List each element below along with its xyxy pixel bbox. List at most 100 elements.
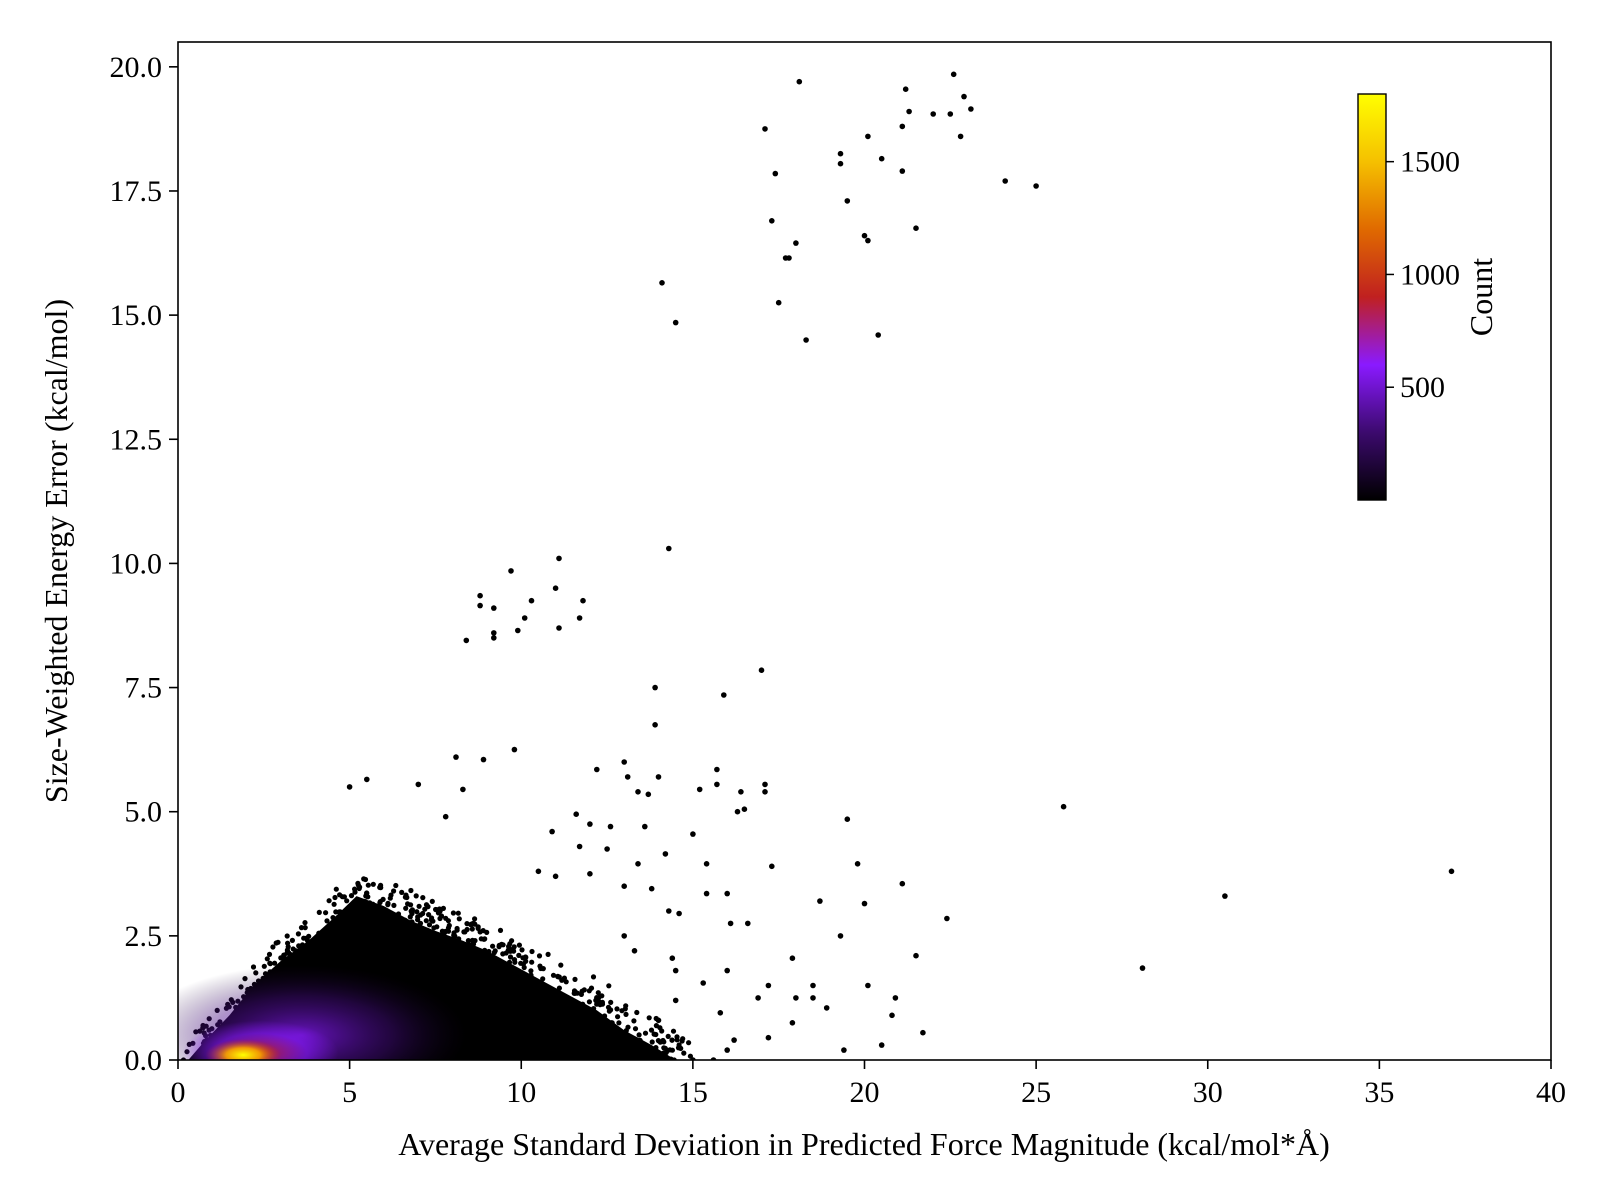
data-point (621, 759, 627, 765)
scatter-points (346, 71, 1455, 1060)
data-point (724, 890, 730, 897)
data-point (700, 980, 706, 986)
density-speck (590, 974, 597, 980)
data-point (364, 776, 370, 783)
data-point (604, 846, 610, 852)
density-speck (602, 1013, 608, 1019)
density-speck (302, 925, 308, 931)
data-point (865, 133, 871, 140)
density-speck (370, 881, 376, 887)
density-speck (536, 953, 543, 959)
data-point (844, 816, 851, 822)
data-point (460, 786, 466, 793)
data-point (837, 933, 844, 939)
density-speck (619, 1008, 625, 1014)
density-speck (561, 975, 568, 981)
data-point (769, 863, 775, 870)
density-speck (558, 994, 564, 1000)
density-speck (496, 944, 502, 950)
density-speck (326, 898, 332, 904)
data-point (745, 920, 751, 927)
data-point (645, 791, 652, 798)
density-speck (402, 917, 408, 923)
density-speck (540, 966, 546, 972)
density-speck (596, 994, 602, 1001)
density-speck (455, 910, 461, 916)
density-speck (387, 895, 393, 901)
y-axis: 0.0 2.5 5.0 7.5 10.0 12.5 15.0 17.5 20.0 (110, 51, 178, 1077)
density-speck (327, 931, 333, 937)
density-speck (273, 940, 279, 946)
data-point (837, 160, 844, 167)
density-speck (608, 999, 614, 1006)
density-speck (362, 899, 368, 905)
density-speck (469, 926, 475, 932)
density-speck (591, 1006, 597, 1012)
data-point (587, 821, 593, 827)
data-point (944, 915, 950, 922)
data-point (607, 823, 614, 830)
data-point (803, 337, 809, 343)
density-speck (657, 1025, 663, 1031)
density-speck (272, 960, 278, 966)
density-speck (648, 1027, 655, 1033)
data-point (899, 168, 906, 174)
density-speck (431, 925, 437, 931)
density-speck (333, 886, 339, 892)
data-point (796, 78, 803, 85)
density-speck (357, 884, 363, 890)
data-point (631, 948, 638, 954)
density-speck (264, 956, 270, 962)
y-tick-label: 15.0 (110, 299, 163, 332)
data-point (642, 823, 648, 830)
colorbar-tick-label: 1500 (1400, 146, 1460, 179)
density-speck (445, 918, 451, 924)
data-point (573, 811, 579, 817)
y-axis-label: Size-Weighted Energy Error (kcal/mol) (38, 299, 74, 803)
density-speck (347, 911, 353, 918)
density-speck (615, 1014, 621, 1020)
data-point (624, 774, 631, 780)
density-speck (649, 1039, 655, 1045)
density-speck (616, 1020, 622, 1026)
density-speck (623, 1003, 629, 1009)
data-point (947, 111, 954, 117)
density-speck (486, 948, 492, 955)
data-point (556, 555, 562, 562)
density-speck (597, 1002, 603, 1008)
data-point (666, 545, 672, 552)
density-speck (586, 999, 593, 1005)
y-tick-label: 7.5 (125, 672, 163, 705)
data-point (676, 910, 682, 917)
density-speck (455, 939, 461, 945)
data-point (669, 955, 676, 961)
data-point (535, 868, 542, 875)
density-speck (670, 1028, 677, 1034)
density-speck (580, 1001, 586, 1007)
density-speck (608, 1020, 615, 1026)
density-speck (464, 926, 470, 933)
density-speck (289, 937, 295, 944)
density-speck (491, 950, 497, 956)
data-point (861, 232, 868, 239)
data-point (528, 597, 535, 604)
colorbar-tick-label: 1000 (1400, 258, 1460, 291)
data-point (721, 692, 727, 698)
density-speck (511, 957, 518, 963)
data-point (594, 766, 600, 773)
density-speck (403, 905, 409, 911)
density-speck (581, 987, 587, 993)
density-speck (681, 1050, 687, 1056)
density-speck (522, 974, 528, 980)
x-tick-label: 15 (678, 1076, 708, 1109)
density-speck (516, 942, 523, 948)
x-tick-label: 10 (506, 1076, 536, 1109)
data-point (957, 133, 964, 140)
data-point (463, 637, 470, 644)
density-speck (332, 894, 338, 901)
data-point (576, 615, 583, 621)
data-point (913, 952, 919, 959)
density-speck (426, 912, 432, 918)
density-speck (316, 931, 322, 938)
data-point (666, 908, 672, 914)
